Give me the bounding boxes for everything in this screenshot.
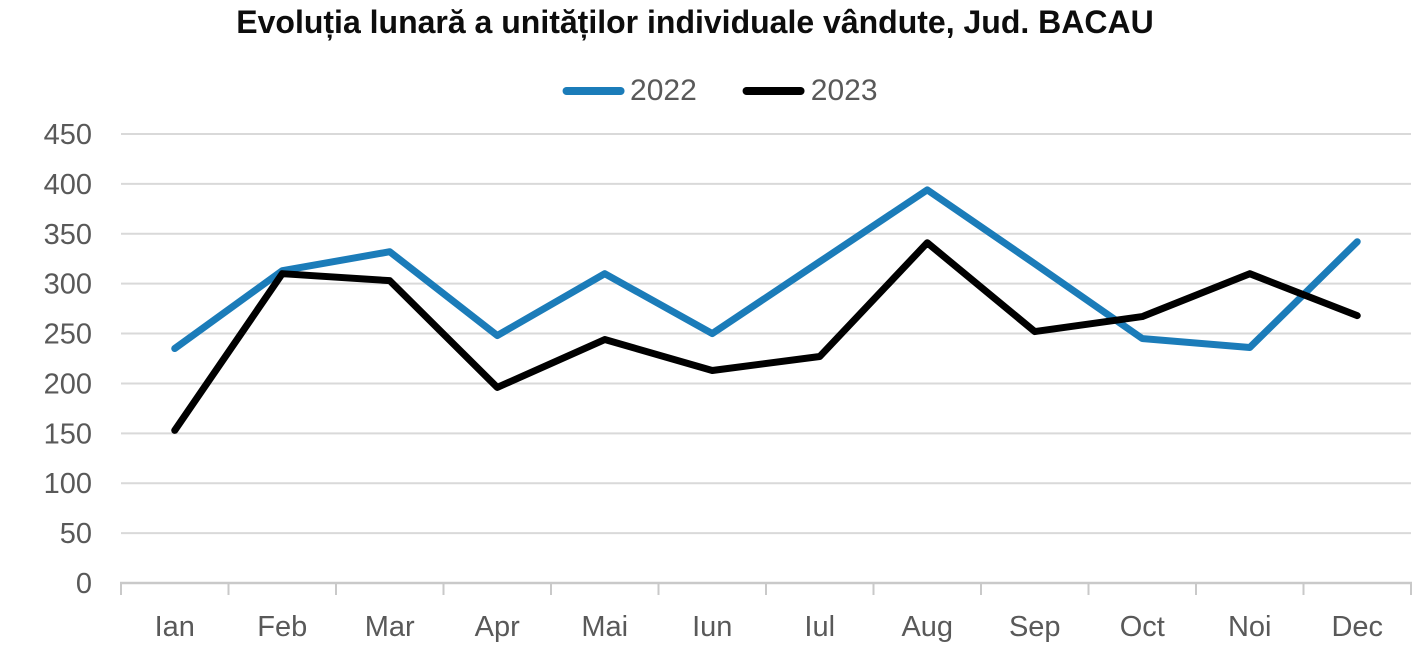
- x-tick-label: Sep: [1009, 611, 1061, 643]
- y-tick-label: 450: [44, 119, 92, 151]
- x-tick-label: Aug: [901, 611, 953, 643]
- chart-title: Evoluția lunară a unităților individuale…: [236, 4, 1154, 40]
- x-tick-label: Mar: [365, 611, 415, 643]
- series-line-2022: [171, 186, 1361, 353]
- legend-item-2023[interactable]: 2023: [742, 74, 878, 107]
- legend-item-2022[interactable]: 2022: [562, 76, 697, 106]
- x-tick-label: Iun: [692, 611, 732, 643]
- series-line-2023: [171, 239, 1361, 434]
- y-tick-label: 100: [44, 468, 92, 500]
- y-tick-label: 350: [44, 219, 92, 251]
- legend-label-2022: 2022: [630, 74, 697, 107]
- y-tick-label: 250: [44, 319, 92, 351]
- x-tick-label: Iul: [804, 611, 835, 643]
- x-tick-label: Oct: [1120, 611, 1165, 643]
- y-tick-label: 400: [44, 169, 92, 201]
- legend-label-2023: 2023: [810, 74, 878, 107]
- x-tick-label: Dec: [1331, 611, 1383, 643]
- x-tick-label: Feb: [257, 611, 307, 643]
- legend: 2022 2023: [562, 76, 878, 106]
- x-tick-label: Ian: [155, 611, 195, 643]
- y-tick-label: 150: [44, 418, 92, 450]
- x-tick-label: Apr: [475, 611, 520, 643]
- legend-swatch-2023-icon: [742, 87, 805, 95]
- legend-swatch-2022-icon: [562, 87, 625, 95]
- x-tick-label: Noi: [1228, 611, 1272, 643]
- y-tick-label: 300: [44, 269, 92, 301]
- x-tick-label: Mai: [581, 611, 628, 643]
- y-tick-label: 0: [76, 568, 92, 600]
- y-tick-label: 50: [60, 518, 92, 550]
- y-tick-label: 200: [44, 368, 92, 400]
